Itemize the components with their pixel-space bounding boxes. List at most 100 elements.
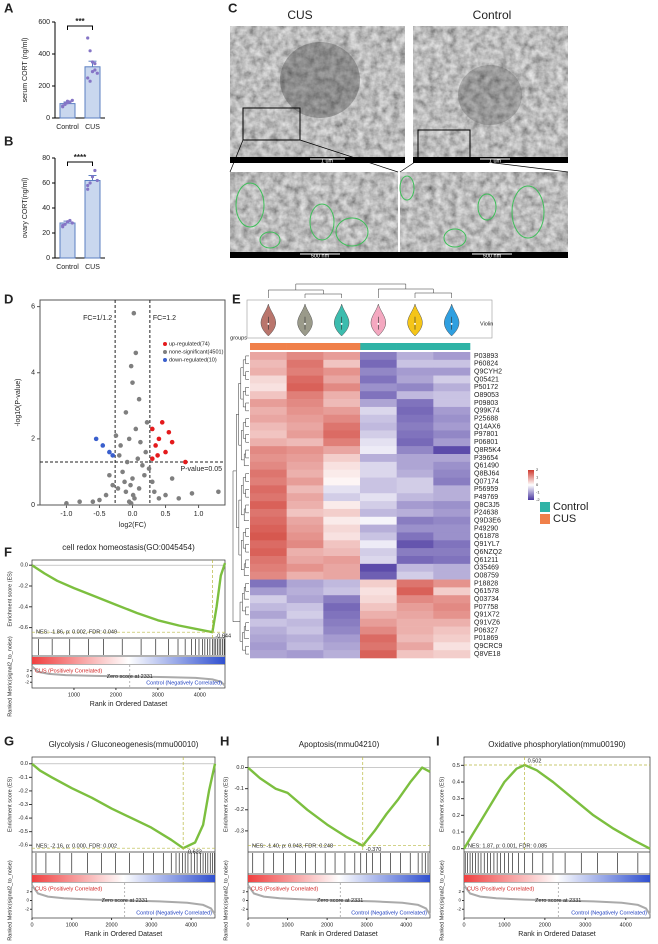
data-point [159,420,165,425]
heatmap-cell [286,406,324,416]
heatmap-cell [360,406,397,416]
heatmap-cell [433,406,471,416]
x-tick-label: 2000 [539,922,551,928]
heatmap-cell [396,414,434,423]
row-label: P25688 [474,416,498,423]
y-tick-label: 40 [42,205,50,212]
x-axis-label: Rank in Ordered Dataset [90,701,167,708]
data-point [146,466,152,471]
image-label: Control [473,8,512,22]
heatmap-cell [396,516,434,525]
violin-median [377,322,380,325]
data-point [124,459,130,465]
heatmap-cell [286,383,324,392]
data-point [136,486,142,491]
heatmap-cell [396,501,434,510]
heatmap-cell [433,603,471,612]
group-bar [323,343,361,350]
heatmap-cell [396,367,434,376]
peak-label: -0.370 [366,847,382,853]
scale-strip [230,252,568,258]
y-tick-label: 0.0 [20,563,28,569]
heatmap-cell [286,571,324,580]
dendrogram [414,292,452,298]
heatmap-cell [433,579,471,588]
heatmap-cell [250,548,287,557]
row-label: P24638 [474,510,498,517]
data-point [107,449,112,455]
zero-score-label: Zero score at 2331 [535,898,581,904]
dendrogram [304,293,342,298]
heatmap-cell [360,430,397,439]
row-label: P49769 [474,494,498,501]
zero-score-label: Zero score at 2331 [107,674,153,680]
heatmap-cell [396,391,434,400]
dendrogram [243,626,249,639]
x-tick-label: Control [56,264,79,271]
heatmap-cell [396,477,434,486]
y-tick-label: -0.6 [19,843,28,849]
heatmap-cell [360,367,397,376]
heatmap-cell [433,399,471,408]
heatmap-cell [396,642,434,651]
legend-marker [163,350,167,354]
heatmap-cell [360,352,397,361]
x-tick-label: 3000 [152,692,164,698]
heatmap-cell [396,399,434,408]
heatmap-cell [396,603,434,612]
heatmap-cell [286,618,324,627]
heatmap-cell [396,352,434,361]
data-point [61,104,65,108]
heatmap-cell [250,587,287,596]
heatmap-cell [396,540,434,549]
heatmap-cell [323,516,361,525]
outline [443,228,467,248]
heatmap-cell [286,485,324,494]
heatmap-cell [286,430,324,439]
x-tick-label: 4000 [194,692,206,698]
zoom-box [242,107,301,141]
outline [235,182,265,228]
y-tick-label: -0.2 [19,583,28,589]
heatmap-cell [250,485,287,494]
x-tick-label: 3000 [361,922,373,928]
outline [335,217,369,247]
y-axis-label: Enrichment score (ES) [7,777,13,832]
row-label: Q03734 [474,596,499,603]
data-point [140,463,145,468]
heatmap-cell [323,642,361,651]
dendrogram [245,449,249,459]
data-point [63,222,67,226]
heatmap-cell [396,571,434,580]
data-point [95,71,99,75]
dendrogram [245,606,249,616]
plot-frame [463,756,651,919]
heatmap-cell [323,595,361,604]
heatmap-cell [250,556,287,565]
heatmap-cell [360,634,397,643]
heatmap-cell [250,516,287,525]
y-tick-label: 200 [38,83,50,90]
row-label: Q8R5K4 [474,447,501,454]
y-axis-label: -log10(P-value) [15,379,22,427]
dendrogram [236,414,239,528]
heatmap-cell [360,469,397,478]
row-label: P49290 [474,525,498,532]
plot-frame [247,756,431,919]
group-axis-label: groups [230,335,247,341]
heatmap-cell [250,454,287,463]
y-tick-label: 0 [46,115,50,122]
y-tick-label: 0.3 [452,796,460,802]
heatmap-cell [396,359,434,368]
y-tick-label: -0.6 [19,625,28,631]
heatmap-cell [433,446,471,455]
y-tick-label: 0.0 [452,846,460,852]
y-tick-label: 6 [31,303,35,310]
heatmap-cell [433,595,471,604]
x-tick-label: 0.5 [161,511,171,518]
heatmap-cell [433,430,471,439]
color-scale-label: -1 [536,490,540,495]
row-label: Q6NZQ2 [474,549,502,556]
data-point [130,380,135,385]
y-tick-label: 4 [31,370,35,377]
